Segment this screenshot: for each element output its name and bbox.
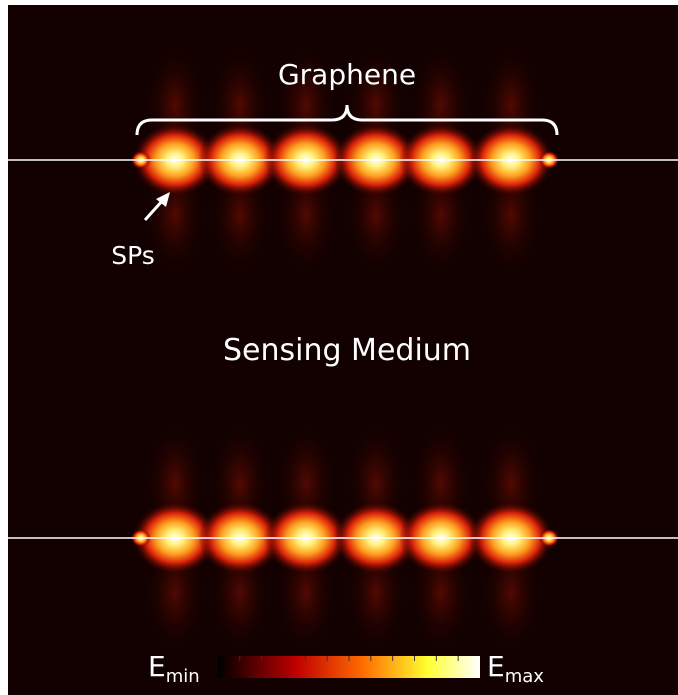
max-sub: max bbox=[505, 666, 545, 687]
min-base: E bbox=[148, 650, 166, 683]
max-base: E bbox=[487, 650, 505, 683]
medium-label: Sensing Medium bbox=[223, 333, 471, 368]
page: Graphene SPs Sensing Medium Emin Emax ((… bbox=[0, 0, 678, 695]
graphene-label: Graphene bbox=[278, 58, 416, 91]
sps-label: SPs bbox=[111, 241, 155, 270]
min-sub: min bbox=[166, 666, 200, 687]
field-figure: Graphene SPs Sensing Medium Emin Emax bbox=[0, 0, 678, 695]
